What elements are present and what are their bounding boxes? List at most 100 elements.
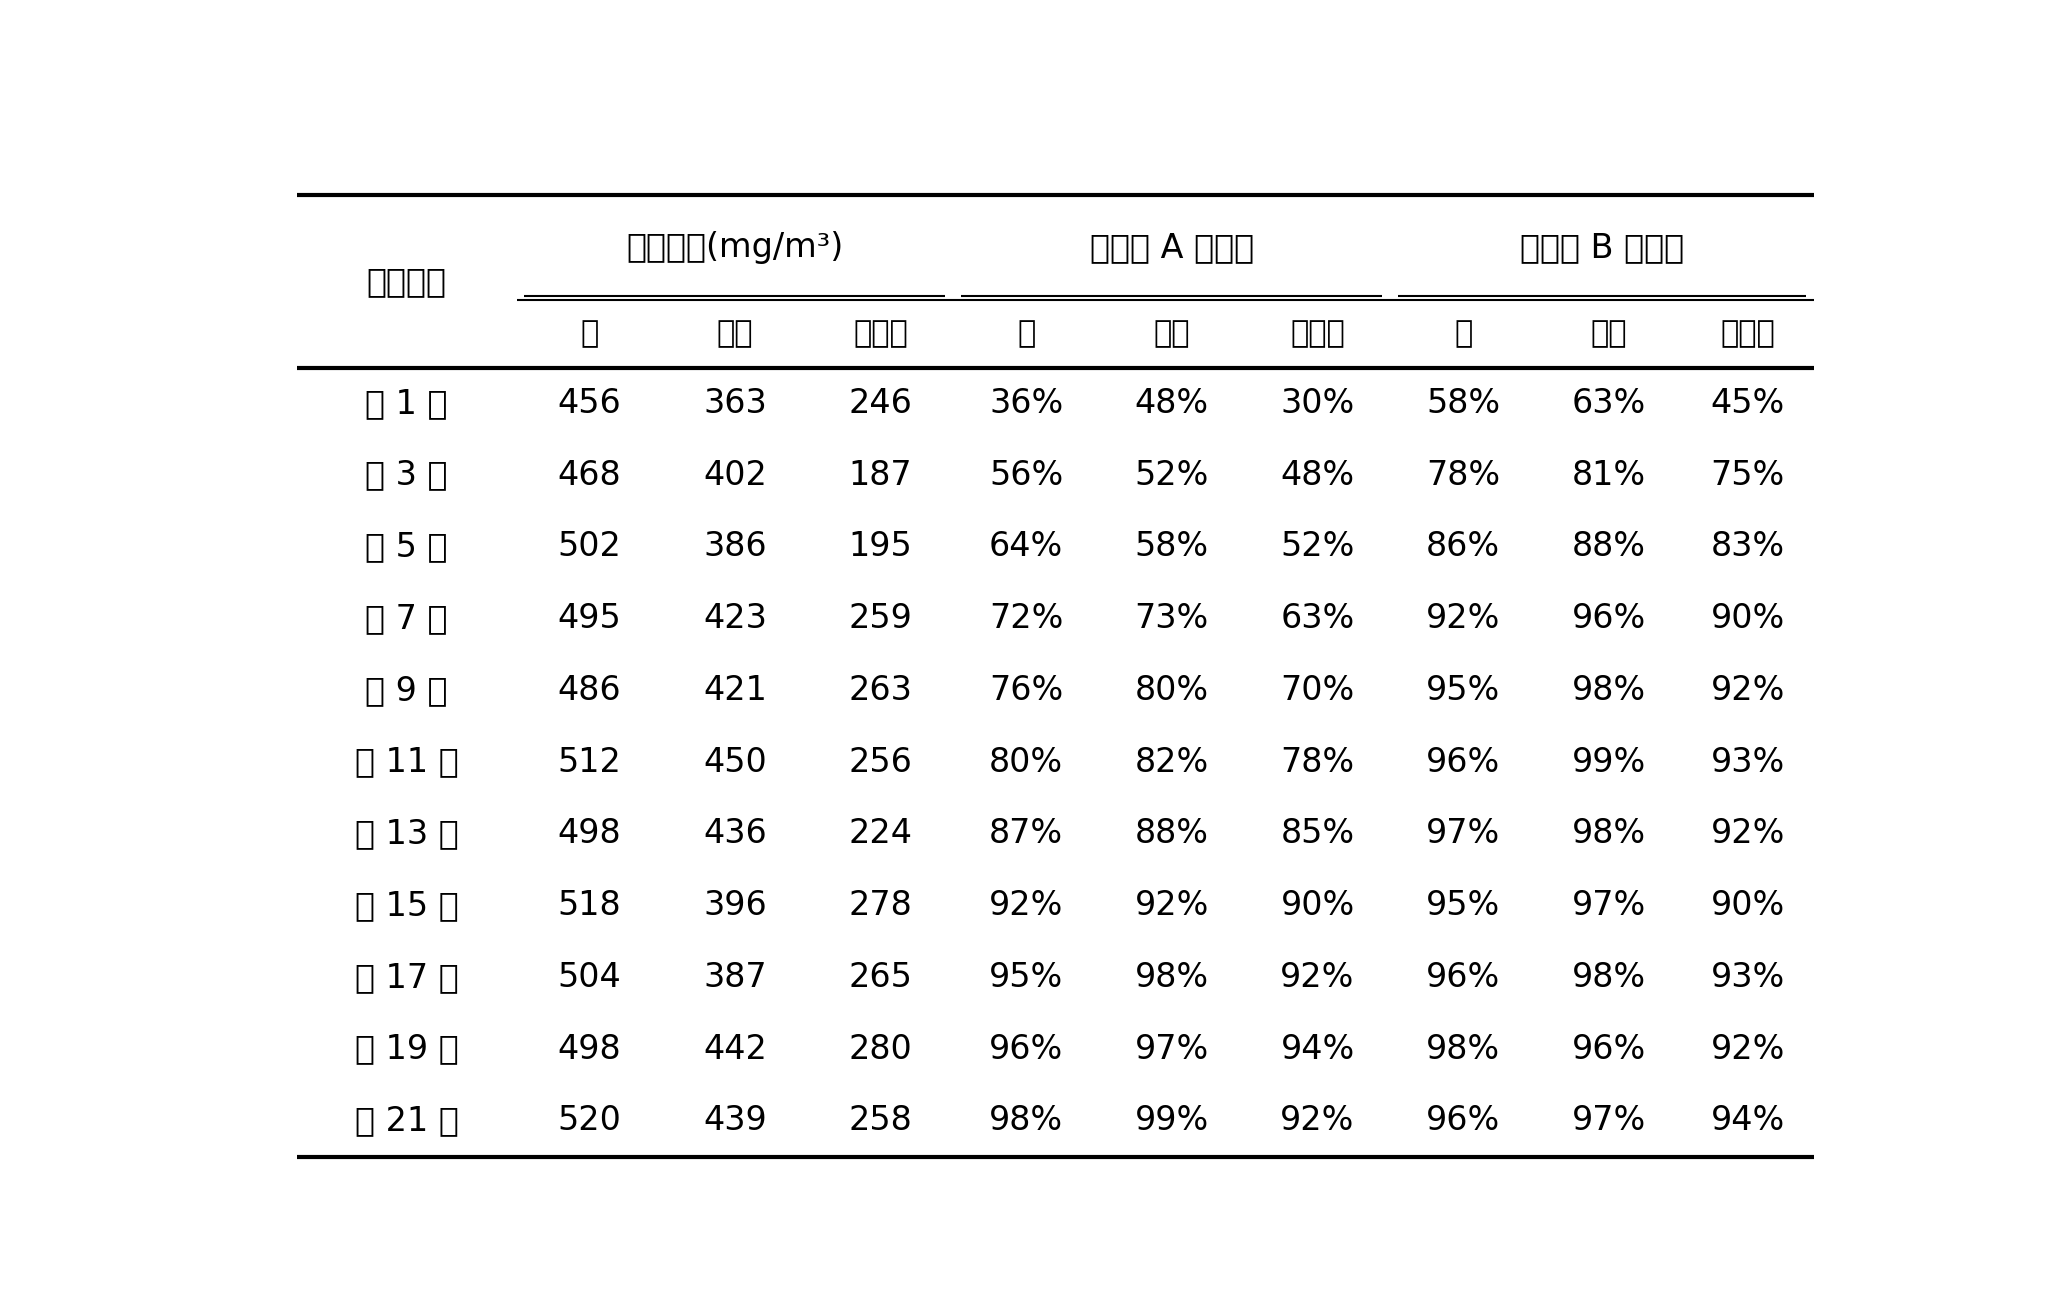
Text: 75%: 75% (1711, 458, 1785, 492)
Text: 苯: 苯 (1017, 320, 1035, 348)
Text: 96%: 96% (1571, 1033, 1645, 1065)
Text: 78%: 78% (1425, 458, 1499, 492)
Text: 97%: 97% (1571, 1104, 1645, 1137)
Text: 反应器 A 去除率: 反应器 A 去除率 (1091, 230, 1253, 264)
Text: 95%: 95% (1425, 674, 1499, 707)
Text: 456: 456 (557, 387, 620, 419)
Text: 99%: 99% (1571, 745, 1645, 779)
Text: 第 21 天: 第 21 天 (355, 1104, 458, 1137)
Text: 224: 224 (848, 818, 912, 850)
Text: 387: 387 (702, 960, 766, 994)
Text: 92%: 92% (990, 889, 1064, 923)
Text: 第 11 天: 第 11 天 (355, 745, 458, 779)
Text: 90%: 90% (1711, 889, 1785, 923)
Text: 52%: 52% (1134, 458, 1210, 492)
Text: 二甲苯: 二甲苯 (852, 320, 908, 348)
Text: 48%: 48% (1134, 387, 1210, 419)
Text: 256: 256 (848, 745, 912, 779)
Text: 第 5 天: 第 5 天 (366, 531, 448, 563)
Text: 58%: 58% (1425, 387, 1499, 419)
Text: 63%: 63% (1280, 602, 1356, 635)
Text: 92%: 92% (1711, 1033, 1785, 1065)
Text: 87%: 87% (990, 818, 1064, 850)
Text: 363: 363 (702, 387, 766, 419)
Text: 93%: 93% (1711, 745, 1785, 779)
Text: 98%: 98% (1425, 1033, 1499, 1065)
Text: 265: 265 (848, 960, 912, 994)
Text: 第 19 天: 第 19 天 (355, 1033, 458, 1065)
Text: 86%: 86% (1425, 531, 1499, 563)
Text: 187: 187 (848, 458, 912, 492)
Text: 512: 512 (557, 745, 620, 779)
Text: 421: 421 (702, 674, 766, 707)
Text: 78%: 78% (1280, 745, 1354, 779)
Text: 96%: 96% (990, 1033, 1064, 1065)
Text: 63%: 63% (1571, 387, 1645, 419)
Text: 93%: 93% (1711, 960, 1785, 994)
Text: 85%: 85% (1280, 818, 1354, 850)
Text: 439: 439 (702, 1104, 766, 1137)
Text: 96%: 96% (1571, 602, 1645, 635)
Text: 258: 258 (848, 1104, 912, 1137)
Text: 92%: 92% (1280, 1104, 1356, 1137)
Text: 442: 442 (702, 1033, 766, 1065)
Text: 259: 259 (848, 602, 912, 635)
Text: 498: 498 (557, 1033, 620, 1065)
Text: 二甲苯: 二甲苯 (1719, 320, 1775, 348)
Text: 76%: 76% (990, 674, 1064, 707)
Text: 97%: 97% (1425, 818, 1499, 850)
Text: 95%: 95% (990, 960, 1064, 994)
Text: 48%: 48% (1280, 458, 1354, 492)
Text: 90%: 90% (1280, 889, 1356, 923)
Text: 99%: 99% (1134, 1104, 1210, 1137)
Text: 第 3 天: 第 3 天 (366, 458, 448, 492)
Text: 98%: 98% (1571, 960, 1645, 994)
Text: 518: 518 (557, 889, 620, 923)
Text: 88%: 88% (1136, 818, 1210, 850)
Text: 苯: 苯 (579, 320, 598, 348)
Text: 第 15 天: 第 15 天 (355, 889, 458, 923)
Text: 92%: 92% (1425, 602, 1499, 635)
Text: 第 17 天: 第 17 天 (355, 960, 458, 994)
Text: 进气浓度(mg/m³): 进气浓度(mg/m³) (626, 230, 844, 264)
Text: 97%: 97% (1571, 889, 1645, 923)
Text: 520: 520 (557, 1104, 620, 1137)
Text: 92%: 92% (1134, 889, 1210, 923)
Text: 498: 498 (557, 818, 620, 850)
Text: 98%: 98% (1571, 674, 1645, 707)
Text: 70%: 70% (1280, 674, 1356, 707)
Text: 396: 396 (702, 889, 766, 923)
Text: 30%: 30% (1280, 387, 1356, 419)
Text: 436: 436 (702, 818, 766, 850)
Text: 第 9 天: 第 9 天 (366, 674, 448, 707)
Text: 263: 263 (848, 674, 912, 707)
Text: 45%: 45% (1711, 387, 1785, 419)
Text: 468: 468 (557, 458, 620, 492)
Text: 92%: 92% (1711, 674, 1785, 707)
Text: 495: 495 (557, 602, 620, 635)
Text: 98%: 98% (1134, 960, 1210, 994)
Text: 94%: 94% (1711, 1104, 1785, 1137)
Text: 36%: 36% (990, 387, 1064, 419)
Text: 83%: 83% (1711, 531, 1785, 563)
Text: 486: 486 (557, 674, 620, 707)
Text: 90%: 90% (1711, 602, 1785, 635)
Text: 运行时间: 运行时间 (366, 265, 446, 298)
Text: 73%: 73% (1134, 602, 1210, 635)
Text: 386: 386 (702, 531, 766, 563)
Text: 反应器 B 去除率: 反应器 B 去除率 (1520, 230, 1684, 264)
Text: 195: 195 (848, 531, 912, 563)
Text: 82%: 82% (1134, 745, 1210, 779)
Text: 52%: 52% (1280, 531, 1356, 563)
Text: 96%: 96% (1425, 1104, 1499, 1137)
Text: 58%: 58% (1134, 531, 1210, 563)
Text: 64%: 64% (990, 531, 1064, 563)
Text: 88%: 88% (1571, 531, 1645, 563)
Text: 92%: 92% (1280, 960, 1356, 994)
Text: 苯: 苯 (1454, 320, 1473, 348)
Text: 92%: 92% (1711, 818, 1785, 850)
Text: 502: 502 (557, 531, 620, 563)
Text: 98%: 98% (990, 1104, 1064, 1137)
Text: 第 7 天: 第 7 天 (366, 602, 448, 635)
Text: 280: 280 (848, 1033, 912, 1065)
